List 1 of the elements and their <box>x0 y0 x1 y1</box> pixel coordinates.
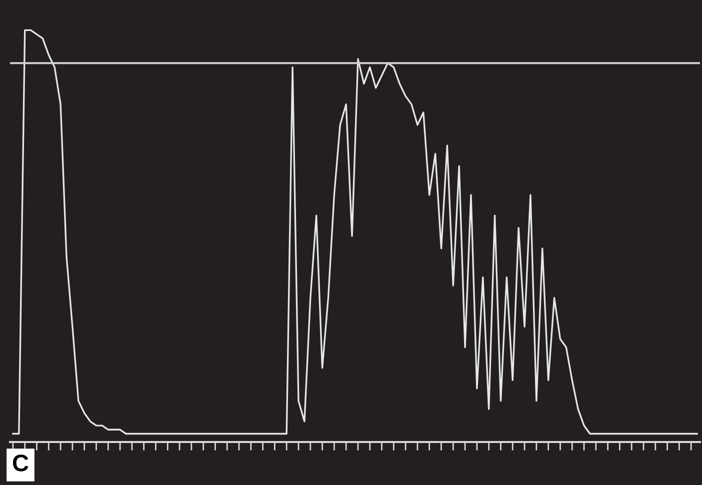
text: C <box>12 454 28 472</box>
